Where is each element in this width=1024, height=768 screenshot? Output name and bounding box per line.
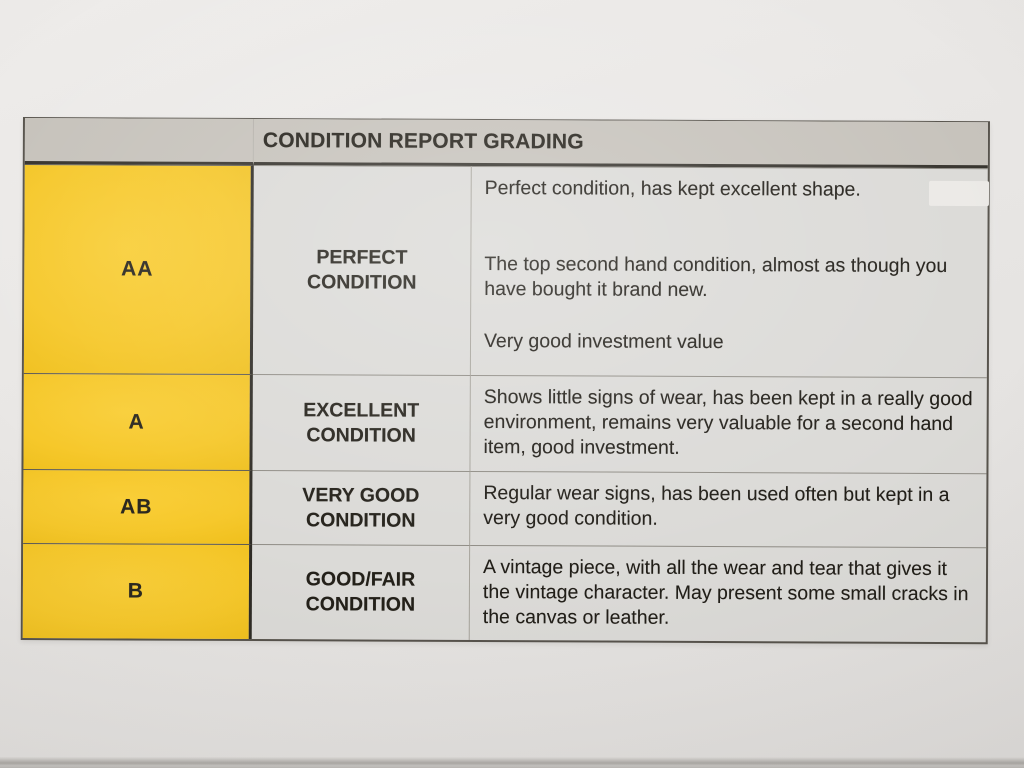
description-paragraph: Regular wear signs, has been used often … bbox=[483, 482, 950, 530]
description-paragraph: Shows little signs of wear, has been kep… bbox=[483, 386, 973, 459]
description-cell-ab: Regular wear signs, has been used often … bbox=[470, 470, 987, 548]
description-paragraph: A vintage piece, with all the wear and t… bbox=[482, 556, 969, 629]
condition-label-a: EXCELLENT CONDITION bbox=[252, 374, 471, 471]
condition-label-aa: PERFECT CONDITION bbox=[252, 165, 472, 375]
table-title: CONDITION REPORT GRADING bbox=[253, 119, 988, 169]
description-paragraph: The top second hand condition, almost as… bbox=[484, 253, 948, 301]
condition-label-b: GOOD/FAIR CONDITION bbox=[251, 544, 471, 640]
condition-label-text: EXCELLENT CONDITION bbox=[303, 398, 420, 447]
grade-cell-ab: AB bbox=[23, 469, 253, 545]
correction-fluid-patch bbox=[928, 180, 990, 207]
grade-cell-b: B bbox=[22, 543, 253, 640]
grade-cell-aa: AA bbox=[23, 164, 254, 375]
paper-bottom-edge bbox=[0, 757, 1024, 768]
grade-cell-a: A bbox=[23, 373, 253, 471]
description-cell-aa: Perfect condition, has kept excellent sh… bbox=[470, 165, 988, 378]
description-paragraph: Very good investment value bbox=[483, 330, 724, 354]
condition-label-ab: VERY GOOD CONDITION bbox=[252, 470, 471, 545]
condition-grading-table: CONDITION REPORT GRADING AA PERFECT COND… bbox=[20, 117, 990, 645]
description-paragraph: Perfect condition, has kept excellent sh… bbox=[484, 177, 861, 201]
description-cell-b: A vintage piece, with all the wear and t… bbox=[469, 544, 987, 643]
condition-label-text: VERY GOOD CONDITION bbox=[302, 483, 420, 532]
description-cell-a: Shows little signs of wear, has been kep… bbox=[470, 374, 987, 474]
header-empty-cell bbox=[24, 118, 254, 166]
condition-label-text: PERFECT CONDITION bbox=[307, 246, 417, 294]
condition-label-text: GOOD/FAIR CONDITION bbox=[305, 568, 416, 616]
